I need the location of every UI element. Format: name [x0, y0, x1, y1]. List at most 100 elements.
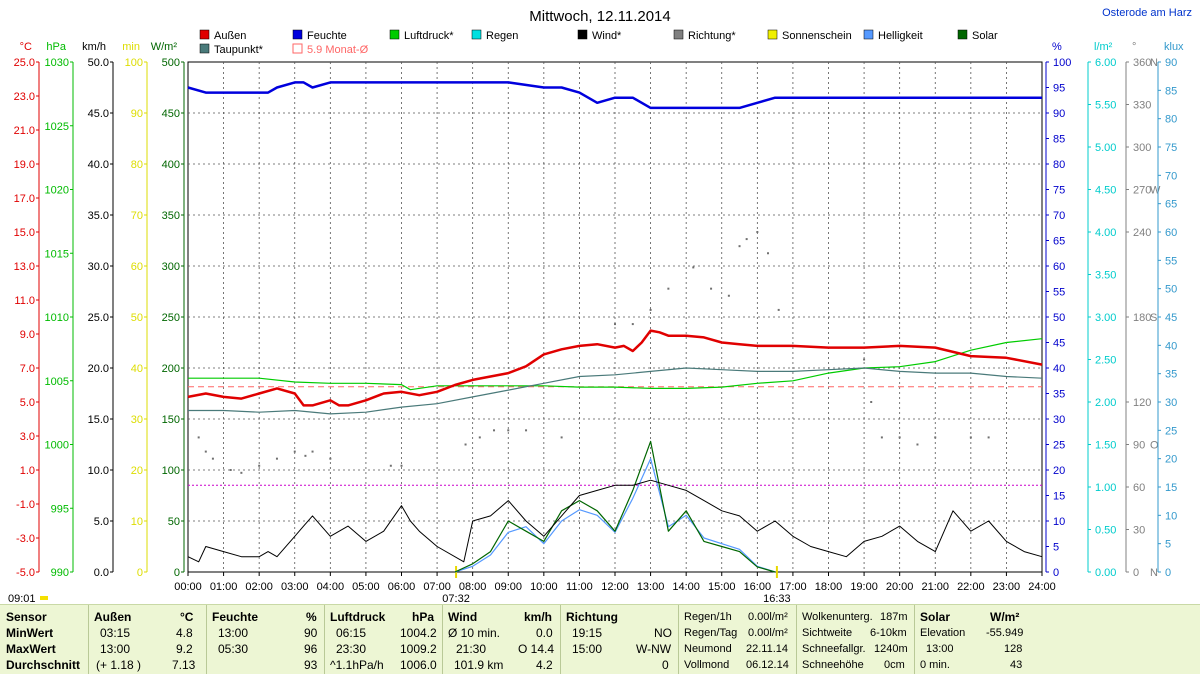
- x-tick-label: 14:00: [672, 581, 700, 593]
- feuchte-unit: %: [306, 610, 317, 624]
- temp-axis-unit: °C: [20, 41, 32, 53]
- lux-tick-label: 60: [1165, 227, 1177, 239]
- legend-label: Sonnenschein: [782, 30, 852, 42]
- sunmin-tick-label: 0: [137, 567, 143, 579]
- legend-swatch: [292, 43, 303, 54]
- direction-point: [969, 436, 972, 439]
- x-tick-label: 16:00: [744, 581, 772, 593]
- humidity-tick-label: 100: [1053, 57, 1071, 69]
- series-line-taupunkt-: [188, 367, 1043, 415]
- aussen-unit: °C: [180, 610, 194, 624]
- solar-unit: W/m²: [990, 610, 1020, 624]
- direction-point: [507, 429, 510, 432]
- legend-swatch: [673, 29, 684, 40]
- legend-label: Taupunkt*: [214, 44, 264, 56]
- legend-swatch: [199, 43, 210, 54]
- wind-avg10-label: Ø 10 min.: [448, 626, 501, 640]
- x-tick-label: 05:00: [352, 581, 380, 593]
- sichtweite-value: 6-10km: [870, 627, 907, 639]
- lux-tick-label: 35: [1165, 369, 1177, 381]
- solar-tick-label: 100: [162, 465, 180, 477]
- luftdruck-trend: ^1.1hPa/h: [330, 658, 384, 672]
- direction-point: [229, 469, 232, 471]
- humidity-tick-label: 95: [1053, 83, 1065, 95]
- direction-point: [204, 450, 207, 453]
- rain-tick-label: 1.00: [1095, 482, 1116, 494]
- pressure-tick-label: 1010: [45, 312, 69, 324]
- direction-axis-unit: °: [1132, 41, 1136, 53]
- temp-tick-label: 15.0: [14, 227, 35, 239]
- x-tick-label: 10:00: [530, 581, 558, 593]
- legend-swatch: [389, 29, 400, 40]
- vollmond-value: 06.12.14: [746, 659, 789, 671]
- x-tick-label: 09:00: [494, 581, 522, 593]
- legend-label: Luftdruck*: [404, 30, 454, 42]
- rain-tick-label: 3.00: [1095, 312, 1116, 324]
- humidity-tick-label: 50: [1053, 312, 1065, 324]
- lux-tick-label: 90: [1165, 57, 1177, 69]
- time-label: 09:01: [8, 593, 36, 604]
- humidity-tick-label: 60: [1053, 261, 1065, 273]
- temp-tick-label: 13.0: [14, 261, 35, 273]
- lux-axis-unit: klux: [1164, 41, 1184, 53]
- lux-tick-label: 20: [1165, 454, 1177, 466]
- direction-point: [464, 443, 467, 446]
- legend-label: Außen: [214, 30, 246, 42]
- rain-tick-label: 0.50: [1095, 525, 1116, 537]
- solar-max-value: 128: [1004, 643, 1023, 655]
- direction-letter: N: [1150, 57, 1158, 69]
- x-tick-label: 12:00: [601, 581, 629, 593]
- solar-tick-label: 450: [162, 108, 180, 120]
- luftdruck-min-value: 1004.2: [400, 626, 437, 640]
- solar-min-label: 0 min.: [920, 659, 950, 671]
- luftdruck-max-time: 23:30: [336, 642, 367, 656]
- direction-point: [727, 294, 730, 297]
- direction-point: [649, 308, 652, 311]
- x-tick-label: 20:00: [886, 581, 914, 593]
- temp-tick-label: 19.0: [14, 159, 35, 171]
- richtung-min-time: 19:15: [572, 626, 603, 640]
- pressure-tick-label: 1000: [45, 440, 69, 452]
- direction-point: [311, 450, 314, 453]
- direction-tick-label: 270: [1133, 185, 1151, 197]
- sunmin-tick-label: 40: [131, 363, 143, 375]
- humidity-tick-label: 15: [1053, 491, 1065, 503]
- direction-point: [934, 436, 937, 439]
- x-tick-label: 21:00: [921, 581, 949, 593]
- pressure-tick-label: 1015: [45, 248, 69, 260]
- sun-indicator: [40, 596, 48, 600]
- rain-tick-label: 2.00: [1095, 397, 1116, 409]
- legend-label: Wind*: [592, 30, 622, 42]
- feuchte-header: Feuchte: [212, 610, 259, 624]
- direction-point: [400, 464, 403, 467]
- direction-point: [478, 436, 481, 439]
- rain-tick-label: 4.00: [1095, 227, 1116, 239]
- direction-point: [870, 401, 873, 403]
- feuchte-min-time: 13:00: [218, 626, 249, 640]
- pressure-axis-unit: hPa: [46, 41, 66, 53]
- wind-tick-label: 5.0: [94, 516, 109, 528]
- legend-label: Regen: [486, 30, 518, 42]
- legend-swatch: [471, 29, 482, 40]
- legend-label: Feuchte: [307, 30, 347, 42]
- legend-swatch: [577, 29, 588, 40]
- wind-tick-label: 35.0: [88, 210, 109, 222]
- rain-tick-label: 1.50: [1095, 440, 1116, 452]
- lux-tick-label: 80: [1165, 114, 1177, 126]
- direction-tick-label: 360: [1133, 57, 1151, 69]
- sunmin-tick-label: 90: [131, 108, 143, 120]
- direction-point: [710, 287, 713, 290]
- humidity-tick-label: 75: [1053, 185, 1065, 197]
- x-tick-label: 11:00: [566, 581, 593, 593]
- direction-point: [987, 436, 990, 439]
- legend-swatch: [863, 29, 874, 40]
- rain-tick-label: 5.00: [1095, 142, 1116, 154]
- luftdruck-header: Luftdruck: [330, 610, 386, 624]
- humidity-tick-label: 55: [1053, 287, 1065, 299]
- humidity-tick-label: 30: [1053, 414, 1065, 426]
- rain-tick-label: 5.50: [1095, 100, 1116, 112]
- direction-point: [863, 358, 866, 361]
- pressure-tick-label: 1020: [45, 185, 69, 197]
- humidity-tick-label: 90: [1053, 108, 1065, 120]
- direction-tick-label: 180: [1133, 312, 1151, 324]
